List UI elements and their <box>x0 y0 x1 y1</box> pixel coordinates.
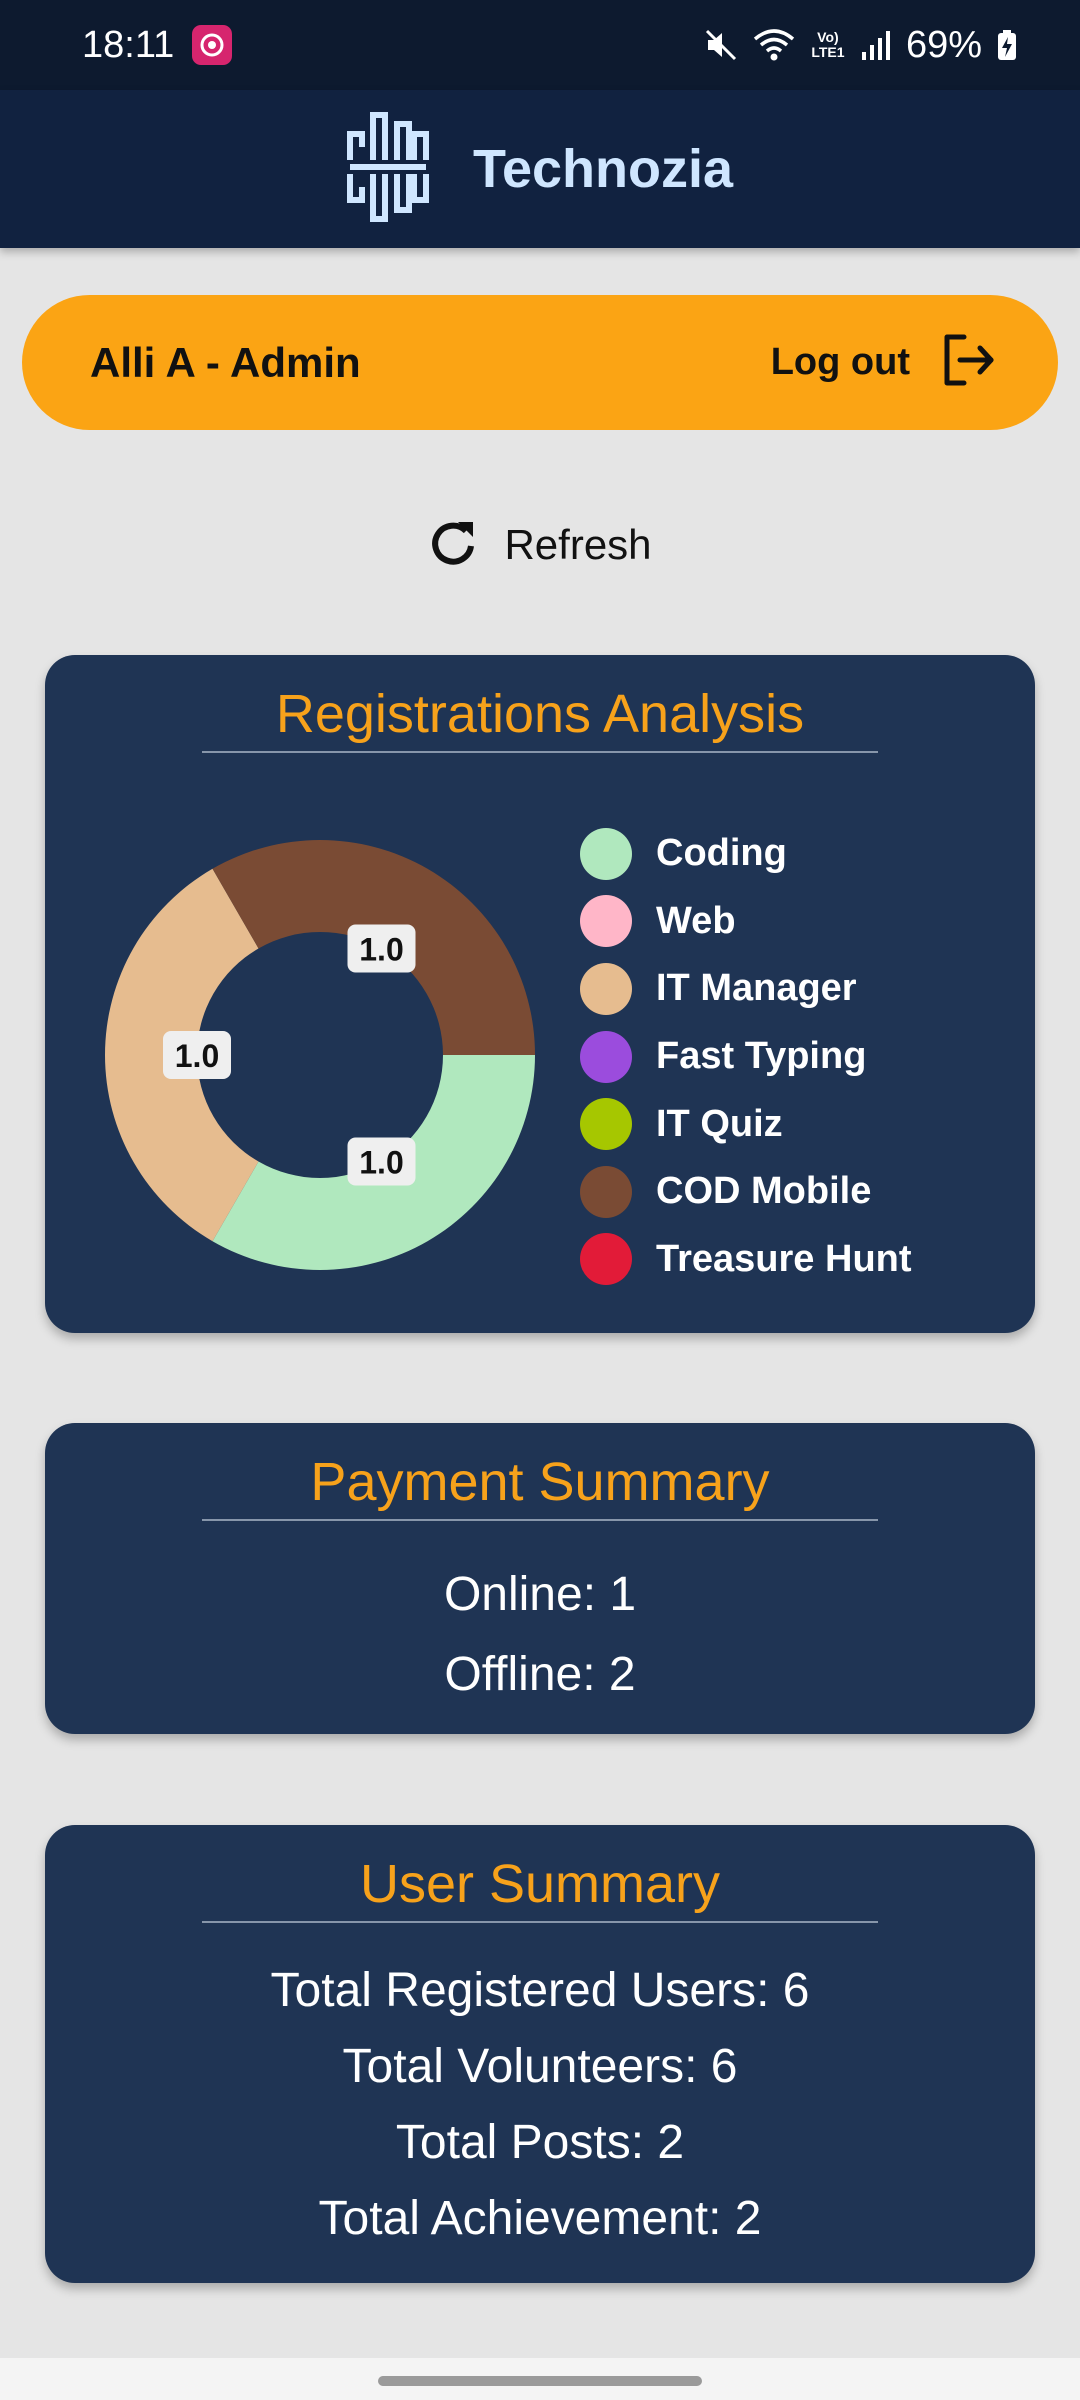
title-divider <box>202 1519 878 1521</box>
registrations-title: Registrations Analysis <box>275 684 805 744</box>
donut-data-label: 1.0 <box>163 1031 231 1079</box>
app-title: Technozia <box>472 139 734 199</box>
legend-item: Web <box>580 888 912 956</box>
legend-swatch <box>580 1165 632 1218</box>
logout-button[interactable]: Log out <box>771 332 996 393</box>
legend-swatch <box>580 1233 632 1286</box>
app-logo-icon <box>346 111 429 227</box>
payment-stats: Online: 1 Offline: 2 <box>45 1521 1035 1715</box>
refresh-button[interactable]: Refresh <box>0 510 1080 580</box>
app-header: Technozia <box>0 90 1080 248</box>
total-posts: Total Posts: 2 <box>395 2116 685 2169</box>
logout-label: Log out <box>770 341 910 383</box>
legend-label: Treasure Hunt <box>656 1237 912 1280</box>
legend-swatch <box>580 962 632 1015</box>
title-divider <box>202 751 878 753</box>
legend-label: COD Mobile <box>656 1170 872 1213</box>
legend-swatch <box>580 895 632 948</box>
legend-swatch <box>580 1098 632 1151</box>
status-time: 18:11 <box>82 23 175 66</box>
battery-icon <box>996 28 1018 62</box>
payment-summary-card: Payment Summary Online: 1 Offline: 2 <box>45 1423 1035 1734</box>
legend-label: IT Manager <box>656 967 857 1010</box>
user-summary-card: User Summary Total Registered Users: 6 T… <box>45 1825 1035 2283</box>
wifi-icon <box>752 28 796 62</box>
user-name: Alli A - Admin <box>90 338 361 386</box>
home-gesture-handle[interactable] <box>378 2376 702 2386</box>
legend-item: IT Manager <box>580 955 912 1023</box>
legend-item: Coding <box>580 820 912 888</box>
signal-icon <box>860 28 892 62</box>
svg-text:1.0: 1.0 <box>359 931 403 967</box>
payment-summary-title: Payment Summary <box>310 1452 770 1512</box>
legend-item: IT Quiz <box>580 1090 912 1158</box>
legend-item: Fast Typing <box>580 1023 912 1091</box>
battery-percent: 69% <box>905 23 982 66</box>
online-payments: Online: 1 <box>443 1568 637 1621</box>
legend-label: IT Quiz <box>656 1102 783 1145</box>
legend-label: Fast Typing <box>656 1035 867 1078</box>
app-notification-icon <box>192 25 233 65</box>
legend-label: Coding <box>656 832 787 875</box>
donut-data-label: 1.0 <box>347 924 416 973</box>
total-achievement: Total Achievement: 2 <box>318 2192 762 2245</box>
legend-item: COD Mobile <box>580 1158 912 1226</box>
svg-text:1.0: 1.0 <box>359 1145 403 1181</box>
donut-data-label: 1.0 <box>347 1137 416 1186</box>
legend-label: Web <box>656 899 736 942</box>
registrations-card: Registrations Analysis 1.0 1.0 1.0 Coding W… <box>45 655 1035 1333</box>
total-registered-users: Total Registered Users: 6 <box>270 1964 810 2017</box>
legend-item: Treasure Hunt <box>580 1226 912 1294</box>
chart-legend: Coding Web IT Manager Fast Typing IT Quiz COD… <box>580 820 912 1293</box>
user-bar: Alli A - Admin Log out <box>22 295 1058 430</box>
refresh-label: Refresh <box>504 521 652 568</box>
status-bar: 18:11 Vo) LTE1 <box>0 0 1080 90</box>
user-stats: Total Registered Users: 6 Total Voluntee… <box>45 1923 1035 2257</box>
registrations-donut-chart: 1.0 1.0 1.0 <box>105 840 536 1270</box>
logout-icon <box>940 332 996 393</box>
mute-icon <box>704 28 738 62</box>
status-left: 18:11 <box>82 23 233 67</box>
svg-text:1.0: 1.0 <box>175 1038 219 1074</box>
offline-payments: Offline: 2 <box>444 1648 636 1701</box>
donut-slice-cod-mobile[interactable] <box>212 840 536 1055</box>
total-volunteers: Total Volunteers: 6 <box>342 2040 738 2093</box>
donut-slice-coding[interactable] <box>212 1055 536 1270</box>
legend-swatch <box>580 827 632 880</box>
legend-swatch <box>580 1030 632 1083</box>
title-divider <box>202 1921 878 1923</box>
network-type-label: Vo) LTE1 <box>811 29 845 60</box>
user-summary-title: User Summary <box>359 1854 721 1914</box>
refresh-icon <box>428 518 478 573</box>
status-right: Vo) LTE1 69% <box>704 24 1018 67</box>
navigation-bar <box>0 2358 1080 2400</box>
